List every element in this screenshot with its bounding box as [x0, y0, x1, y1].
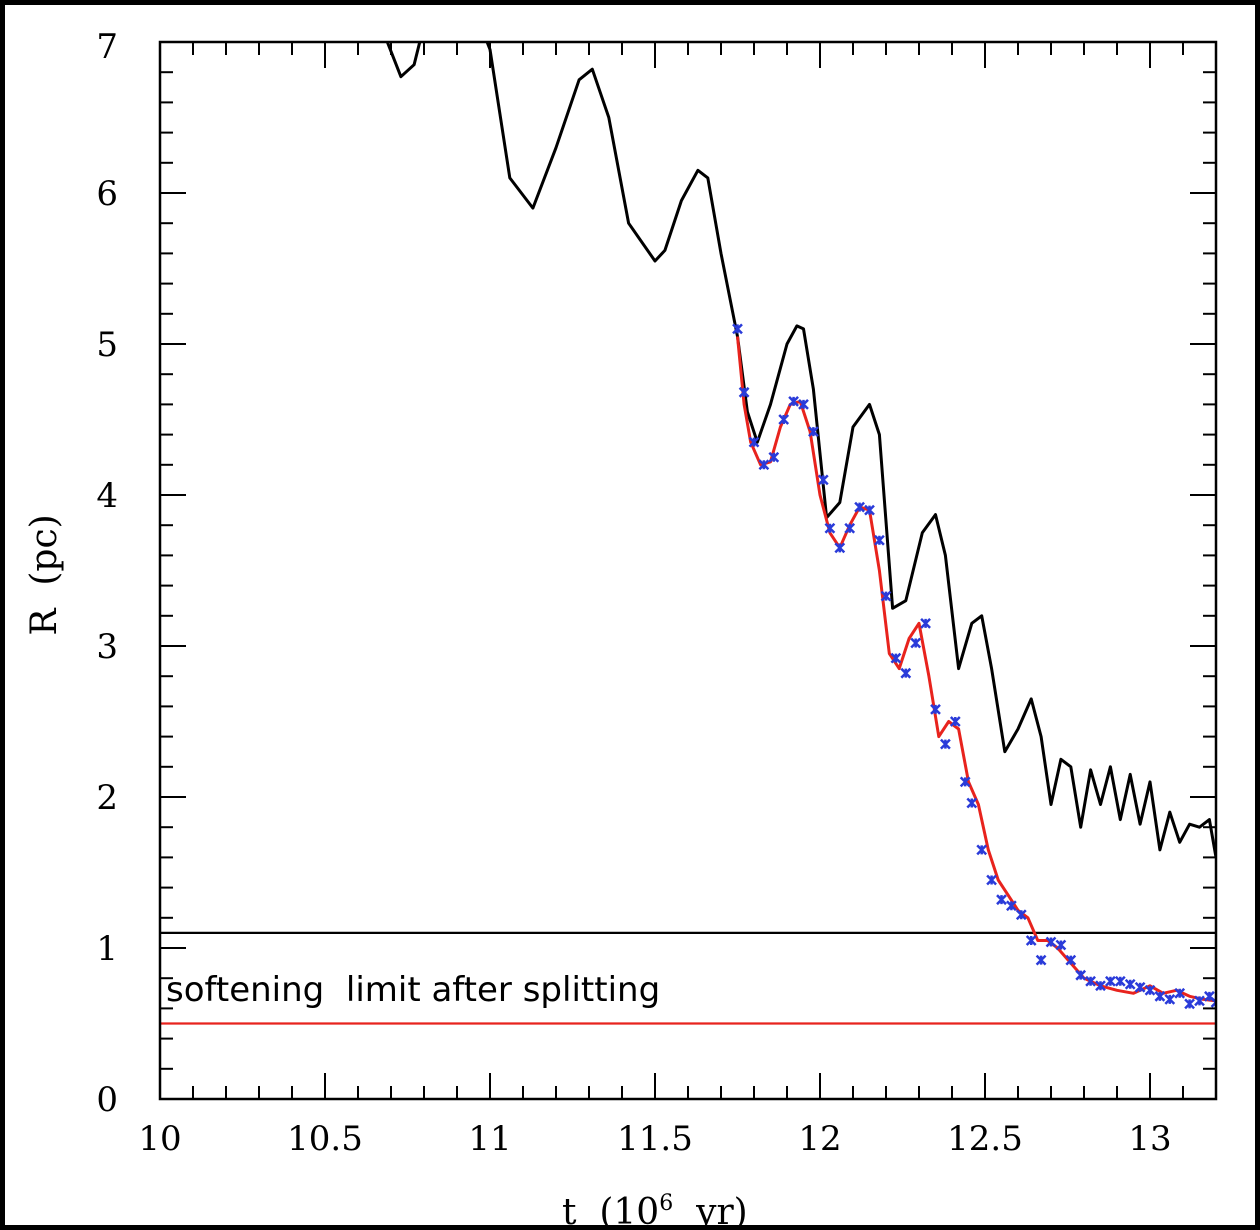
- data-marker: [1065, 954, 1077, 966]
- x-axis-label-main: t (10: [562, 1192, 659, 1230]
- data-marker: [1194, 995, 1205, 1007]
- data-marker: [1055, 939, 1067, 951]
- y-tick-label: 0: [96, 1080, 118, 1120]
- x-tick-label: 11.5: [617, 1119, 693, 1159]
- data-marker: [1154, 990, 1166, 1002]
- data-marker: [1025, 935, 1037, 946]
- data-marker: [996, 894, 1007, 906]
- plot-background: [5, 5, 1255, 1225]
- data-marker: [788, 395, 799, 407]
- data-marker: [930, 704, 941, 715]
- data-marker: [1095, 980, 1106, 992]
- x-axis-label: t (106 yr): [562, 1191, 748, 1230]
- data-marker: [880, 590, 892, 602]
- data-marker: [817, 474, 829, 486]
- y-tick-label: 6: [96, 174, 118, 214]
- data-marker: [1085, 975, 1096, 987]
- x-axis-label-sup: 6: [659, 1191, 673, 1216]
- y-tick-label: 4: [96, 476, 118, 516]
- data-marker: [808, 426, 819, 437]
- series-line-1: [736, 336, 1216, 1003]
- data-marker: [1105, 975, 1116, 987]
- data-marker: [854, 501, 865, 513]
- y-axis-label: R (pc): [24, 514, 65, 635]
- data-marker: [1164, 993, 1176, 1005]
- data-marker: [864, 504, 875, 516]
- data-marker: [732, 323, 743, 335]
- data-marker: [834, 542, 846, 554]
- y-tick-label: 2: [96, 778, 118, 818]
- data-marker: [798, 399, 809, 410]
- data-marker: [959, 776, 971, 788]
- y-tick-label: 1: [96, 929, 118, 969]
- x-tick-label: 12.5: [947, 1119, 1023, 1159]
- data-marker: [1114, 975, 1126, 987]
- data-marker: [966, 797, 978, 809]
- ticks-layer: [159, 41, 1217, 1100]
- x-axis-label-tail: yr): [673, 1192, 747, 1230]
- data-marker: [1210, 996, 1216, 1008]
- x-tick-label: 11: [468, 1119, 511, 1159]
- data-marker: [824, 522, 836, 534]
- data-marker: [976, 844, 988, 856]
- x-tick-label: 12: [798, 1119, 841, 1159]
- y-tick-label: 5: [96, 325, 118, 365]
- data-marker: [874, 534, 885, 546]
- x-tick-label: 10: [138, 1119, 181, 1159]
- y-tick-label: 7: [96, 27, 118, 67]
- data-marker: [1144, 984, 1156, 996]
- data-marker: [1035, 954, 1047, 966]
- data-marker: [844, 522, 856, 534]
- data-marker: [1045, 936, 1057, 948]
- series-layer: [160, 42, 1216, 1025]
- data-marker: [1124, 978, 1136, 990]
- data-marker: [748, 436, 760, 448]
- data-marker: [778, 414, 790, 425]
- data-marker: [890, 652, 902, 664]
- data-marker: [1075, 969, 1087, 981]
- annotation: softening limit after splitting: [166, 970, 660, 1010]
- data-marker: [940, 738, 951, 750]
- data-marker: [1174, 987, 1186, 999]
- data-marker: [1134, 981, 1146, 993]
- data-marker: [1184, 998, 1195, 1010]
- data-marker: [900, 667, 912, 679]
- x-tick-label: 10.5: [287, 1119, 363, 1159]
- x-tick-label: 13: [1128, 1119, 1171, 1159]
- data-marker: [738, 386, 750, 398]
- series-line-0: [385, 42, 1216, 858]
- data-marker: [920, 617, 931, 629]
- data-marker: [1015, 909, 1027, 921]
- y-tick-label: 3: [96, 627, 118, 667]
- data-marker: [986, 874, 997, 886]
- data-marker: [949, 716, 961, 727]
- data-marker: [910, 637, 922, 649]
- data-marker: [1006, 900, 1017, 912]
- data-marker: [768, 451, 780, 463]
- data-marker: [758, 459, 770, 471]
